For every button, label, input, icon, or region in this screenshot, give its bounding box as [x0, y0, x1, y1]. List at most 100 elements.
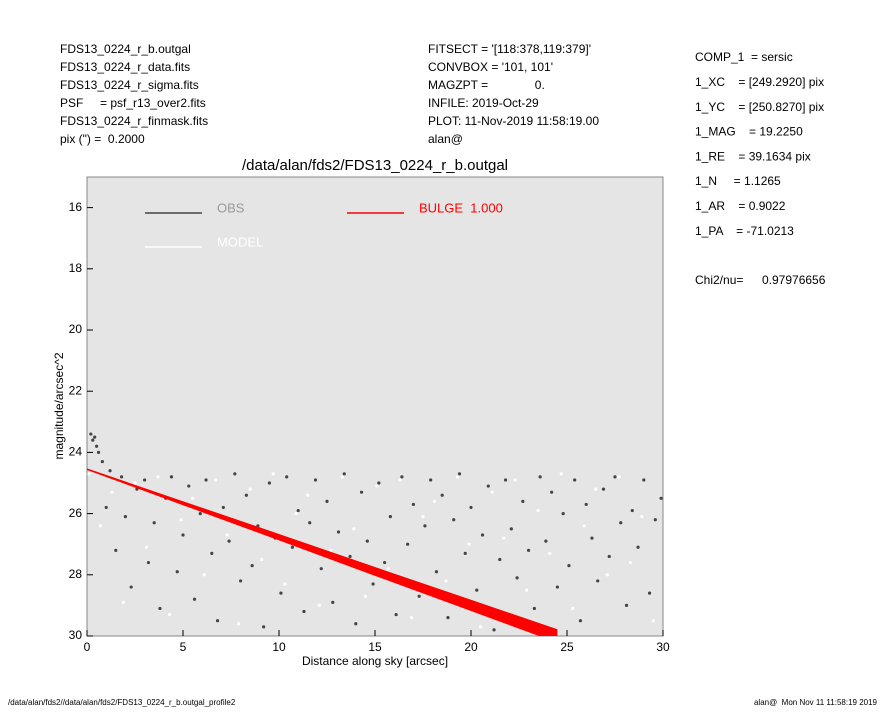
info-center: INFILE: 2019-Oct-29	[428, 96, 539, 110]
point	[383, 560, 387, 565]
point	[490, 490, 494, 494]
point	[509, 527, 513, 531]
point	[96, 450, 101, 454]
point	[651, 619, 656, 623]
point	[129, 585, 133, 589]
point	[492, 628, 496, 632]
point	[406, 542, 410, 546]
point	[550, 490, 554, 494]
y-tick-label: 22	[69, 383, 83, 397]
point	[498, 557, 502, 562]
point	[525, 588, 529, 592]
point	[271, 472, 275, 476]
info-center: PLOT: 11-Nov-2019 11:58:19.00	[428, 114, 599, 128]
point	[573, 478, 577, 482]
point	[440, 493, 444, 497]
point	[342, 472, 346, 476]
point	[513, 478, 517, 482]
point	[331, 600, 335, 604]
point	[567, 564, 571, 568]
info-left: PSF = psf_r13_over2.fits	[60, 96, 206, 110]
point	[340, 475, 344, 479]
fit-parameter: 1_XC = [249.2920] pix	[695, 75, 824, 89]
point	[248, 487, 252, 491]
point	[613, 475, 617, 479]
point	[365, 539, 369, 543]
point	[607, 554, 611, 559]
point	[444, 579, 448, 583]
point	[647, 591, 652, 595]
point	[636, 545, 640, 549]
point	[319, 567, 323, 571]
point	[114, 548, 118, 552]
point	[302, 609, 306, 614]
point	[336, 530, 341, 534]
point	[227, 539, 231, 543]
footer-right: alan@ Mon Nov 11 11:58:19 2019	[754, 698, 878, 707]
point	[467, 542, 471, 546]
fit-parameter: 1_N = 1.1265	[695, 174, 781, 188]
point	[398, 478, 402, 482]
point	[375, 484, 379, 488]
point	[306, 493, 310, 497]
point	[167, 612, 172, 617]
point	[452, 518, 456, 522]
fit-parameter: COMP_1 = sersic	[695, 50, 793, 64]
point	[181, 533, 185, 537]
point	[156, 475, 160, 479]
info-left: FDS13_0224_r_sigma.fits	[60, 78, 199, 92]
point	[239, 579, 243, 583]
legend-label: MODEL	[217, 234, 263, 249]
point	[503, 478, 508, 482]
fit-parameter: 1_MAG = 19.2250	[695, 125, 803, 139]
point	[158, 606, 162, 611]
point	[110, 490, 114, 494]
x-tick-label: 15	[368, 640, 382, 654]
point	[590, 536, 594, 540]
x-tick-label: 0	[84, 640, 91, 654]
point	[187, 484, 191, 488]
point	[87, 472, 91, 476]
point	[294, 511, 298, 516]
point	[628, 560, 632, 565]
point	[532, 606, 536, 611]
x-tick-label: 20	[464, 640, 478, 654]
point	[123, 515, 127, 519]
point	[308, 521, 312, 525]
point	[363, 594, 367, 598]
point	[640, 515, 644, 519]
point	[95, 444, 99, 448]
point	[204, 478, 208, 482]
point	[653, 518, 657, 522]
info-center: CONVBOX = '101, 101'	[428, 60, 553, 74]
point	[313, 478, 318, 482]
point	[544, 539, 548, 543]
point	[480, 533, 485, 537]
point	[104, 505, 108, 510]
fit-parameter: 1_RE = 39.1634 pix	[695, 149, 811, 163]
point	[548, 551, 552, 555]
info-left: pix (") = 0.2000	[60, 132, 145, 146]
point	[475, 588, 479, 592]
point	[642, 478, 646, 482]
point	[421, 515, 425, 519]
point	[202, 573, 206, 577]
y-tick-label: 20	[69, 322, 83, 336]
point	[411, 502, 415, 507]
point	[121, 600, 126, 604]
point	[98, 524, 103, 528]
point	[100, 459, 104, 464]
point	[386, 567, 391, 571]
legend-label: BULGE 1.000	[419, 200, 503, 215]
point	[329, 548, 333, 552]
point	[388, 515, 392, 519]
point	[325, 499, 329, 503]
info-left: FDS13_0224_r_data.fits	[60, 60, 190, 74]
info-center: MAGZPT = 0.	[428, 78, 545, 92]
bulge-band	[87, 468, 558, 636]
point	[317, 603, 321, 608]
point	[469, 505, 473, 510]
point	[290, 545, 295, 549]
point	[527, 548, 531, 552]
point	[429, 478, 433, 482]
